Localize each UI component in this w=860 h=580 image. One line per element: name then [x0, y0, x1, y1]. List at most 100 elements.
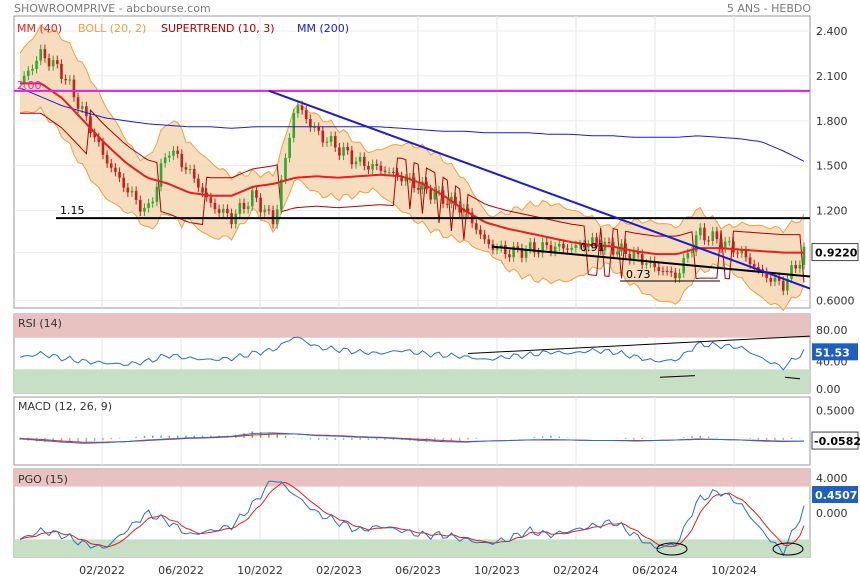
candle-body: [159, 163, 163, 187]
candle-body: [416, 188, 420, 190]
candle-body: [362, 156, 366, 166]
candle-body: [172, 150, 175, 156]
candle-body: [744, 250, 748, 258]
candle-body: [313, 127, 316, 129]
candle-body: [458, 205, 462, 213]
candle-body: [786, 278, 789, 291]
candle-body: [56, 60, 59, 64]
candle-body: [528, 242, 532, 250]
legend-item: MM (200): [297, 22, 349, 35]
candle-body: [60, 63, 63, 79]
candle-body: [682, 258, 686, 274]
candle-body: [570, 247, 574, 250]
y-tick-label: 0.6000: [816, 295, 855, 308]
candle-body: [711, 231, 715, 242]
y-tick-label: 0.5000: [816, 405, 855, 418]
candle-body: [105, 154, 109, 164]
candle-body: [118, 171, 121, 178]
candle-body: [176, 150, 179, 154]
rsi-last-value: 51.53: [815, 346, 850, 359]
candle-body: [794, 265, 798, 269]
macd-label: MACD (12, 26, 9): [18, 400, 112, 413]
y-tick-label: 80.00: [816, 324, 848, 337]
candle-body: [197, 178, 200, 188]
level-label-1-15: 1.15: [60, 204, 85, 217]
candle-body: [85, 106, 88, 117]
candle-body: [217, 209, 221, 213]
legend-item: BOLL (20, 2): [78, 22, 146, 35]
candle-body: [47, 58, 51, 67]
candle-body: [97, 137, 101, 143]
x-tick-label: 02/2023: [316, 564, 362, 577]
rsi-label: RSI (14): [18, 317, 62, 330]
candle-body: [35, 60, 38, 69]
candle-body: [325, 141, 329, 143]
bollinger-band-fill: [20, 25, 804, 311]
candle-body: [545, 242, 549, 246]
y-tick-label: 0.00: [816, 383, 841, 396]
candle-body: [209, 197, 213, 203]
candle-body: [358, 156, 362, 162]
candle-body: [147, 203, 150, 208]
candle-body: [520, 248, 524, 258]
candle-body: [126, 187, 130, 193]
candle-body: [246, 206, 250, 210]
candle-body: [421, 181, 424, 190]
candle-body: [338, 147, 341, 156]
pgo-last-value: 0.4507: [815, 489, 857, 502]
rsi-value-box: [812, 343, 858, 361]
level-label-0-91: 0.91: [580, 241, 605, 254]
y-tick-label: 4.000: [816, 472, 848, 485]
candle-body: [114, 167, 117, 172]
macd-last-value: -0.0582: [814, 435, 860, 448]
candle-body: [296, 105, 300, 114]
candle-body: [192, 169, 196, 179]
candle-body: [367, 165, 370, 170]
candle-body: [777, 277, 781, 281]
candle-body: [267, 209, 271, 211]
candle-body: [574, 245, 578, 248]
candle-body: [736, 252, 739, 254]
candle-body: [732, 241, 735, 253]
candle-body: [242, 202, 246, 210]
candle-body: [549, 245, 553, 252]
candle-body: [354, 161, 358, 165]
y-tick-label: 1.800: [816, 115, 848, 128]
y-tick-label: 0.000: [816, 507, 848, 520]
candle-body: [719, 239, 723, 249]
candle-body: [342, 147, 345, 156]
candle-body: [566, 248, 569, 250]
candle-body: [715, 231, 719, 240]
candle-body: [122, 177, 126, 188]
candle-body: [288, 137, 291, 159]
candle-body: [607, 242, 611, 244]
rsi-line: [19, 336, 805, 371]
chart-source-title: SHOWROOMPRIVE - abcbourse.com: [14, 2, 211, 15]
candle-body: [379, 165, 383, 171]
candle-body: [504, 245, 507, 255]
candle-body: [188, 169, 192, 171]
candle-body: [151, 201, 155, 204]
candle-body: [582, 244, 586, 248]
candle-body: [765, 272, 768, 278]
candle-body: [541, 242, 544, 254]
candle-body: [757, 266, 760, 270]
candle-body: [371, 164, 374, 170]
candle-body: [333, 136, 337, 148]
candle-body: [375, 164, 379, 166]
candle-body: [109, 163, 113, 168]
macd-value-box: [811, 431, 859, 450]
candle-body: [226, 208, 229, 214]
candle-body: [728, 241, 731, 243]
candle-body: [562, 243, 565, 249]
x-tick-label: 10/2022: [237, 564, 283, 577]
candle-body: [773, 277, 777, 282]
candle-body: [616, 251, 619, 255]
candle-body: [400, 176, 403, 182]
candle-body: [674, 272, 677, 279]
candle-body: [213, 202, 217, 210]
candle-body: [43, 49, 47, 59]
candle-body: [669, 271, 673, 273]
x-tick-label: 10/2023: [474, 564, 520, 577]
